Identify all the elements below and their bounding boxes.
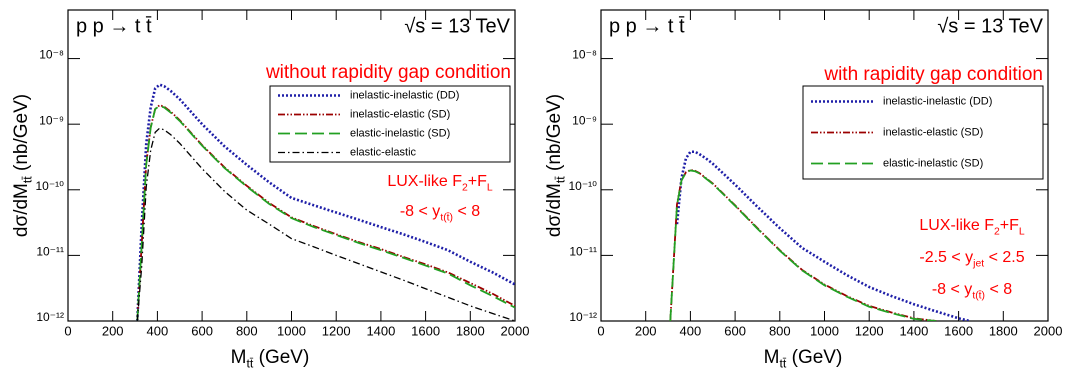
text-part: < 8	[453, 203, 480, 220]
series-line	[669, 169, 937, 321]
text-part: < 2.5	[984, 249, 1025, 266]
subscript: tt̄	[780, 357, 787, 371]
x-tick-label: 0	[597, 323, 604, 338]
x-tick-label: 1200	[322, 323, 351, 338]
x-axis-label: Mtt̄ (GeV)	[231, 347, 310, 371]
text-part: dσ/dM	[11, 183, 32, 237]
subscript: L	[487, 182, 493, 193]
panel: 10⁻¹² 10⁻¹¹ 10⁻¹⁰ 10⁻⁹ 10⁻⁸ 0 200 400 600 800 1000…	[544, 9, 1063, 371]
legend-label: inelastic-inelastic (DD)	[883, 95, 992, 107]
text-part: LUX-like F	[387, 173, 462, 190]
x-tick-label: 1600	[411, 323, 440, 338]
x-tick-label: 200	[635, 323, 657, 338]
legend-label: elastic-inelastic (SD)	[350, 127, 450, 139]
text-part: +F	[468, 173, 487, 190]
series-line	[135, 83, 515, 321]
y-tick-label: 10⁻¹²	[569, 310, 597, 324]
text-part: -8 < y	[400, 203, 440, 220]
x-tick-label: 1800	[989, 323, 1018, 338]
subscript: jet	[972, 258, 984, 269]
chart-subtitle: √s = 13 TeV	[404, 15, 510, 37]
plot-frame	[67, 9, 516, 322]
x-tick-label: 200	[102, 323, 124, 338]
x-tick-label: 400	[147, 323, 169, 338]
series-line	[669, 169, 937, 321]
legend-label: elastic-inelastic (SD)	[883, 157, 983, 169]
x-tick-label: 1000	[277, 323, 306, 338]
annotation: LUX-like F2+FL	[387, 173, 493, 193]
x-tick-label: 1200	[855, 323, 884, 338]
series-line	[675, 150, 971, 321]
annotation: with rapidity gap condition	[823, 64, 1043, 85]
subscript: tt̄	[247, 357, 254, 371]
x-tick-label: 400	[680, 323, 702, 338]
annotation: -8 < yt(t̄) < 8	[400, 203, 480, 223]
text-part: (GeV)	[786, 347, 842, 368]
text-part: -8 < y	[932, 281, 972, 298]
x-tick-label: 800	[769, 323, 791, 338]
annotation: without rapidity gap condition	[265, 62, 511, 83]
annotation: -2.5 < yjet < 2.5	[919, 249, 1024, 269]
x-tick-label: 0	[64, 323, 71, 338]
subscript: t(t̄)	[972, 289, 985, 301]
text-part: (GeV)	[253, 347, 309, 368]
subscript: t(t̄)	[440, 211, 453, 223]
x-tick-label: 2000	[501, 323, 530, 338]
text-part: (nb/GeV)	[11, 94, 32, 176]
text-part: M	[764, 347, 780, 368]
subscript: L	[1019, 226, 1025, 237]
legend-box	[269, 85, 511, 163]
x-axis-label: Mtt̄ (GeV)	[764, 347, 843, 371]
legend-label: inelastic-inelastic (DD)	[350, 89, 459, 101]
y-tick-label: 10⁻¹¹	[569, 245, 597, 259]
x-tick-label: 1400	[366, 323, 395, 338]
y-tick-label: 10⁻¹⁰	[36, 179, 65, 193]
annotation: -8 < yt(t̄) < 8	[932, 281, 1012, 301]
x-tick-label: 2000	[1034, 323, 1063, 338]
x-tick-label: 600	[724, 323, 746, 338]
chart-subtitle: √s = 13 TeV	[937, 15, 1043, 37]
x-tick-label: 1800	[456, 323, 485, 338]
x-tick-label: 600	[191, 323, 213, 338]
y-tick-label: 10⁻¹⁰	[569, 179, 598, 193]
text-part: with rapidity gap condition	[823, 64, 1043, 85]
x-tick-label: 800	[236, 323, 258, 338]
text-part: LUX-like F	[919, 217, 994, 234]
chart-title: p p → t t̄	[609, 15, 685, 37]
series-line	[136, 104, 515, 321]
text-part: -2.5 < y	[919, 249, 973, 266]
panel: 10⁻¹² 10⁻¹¹ 10⁻¹⁰ 10⁻⁹ 10⁻⁸ 0 200 400 600 800 1000…	[11, 9, 530, 371]
text-part: < 8	[985, 281, 1012, 298]
y-tick-label: 10⁻¹¹	[36, 245, 64, 259]
series-line	[136, 127, 515, 321]
text-part: without rapidity gap condition	[265, 62, 511, 83]
plot-frame	[600, 9, 1049, 322]
y-tick-label: 10⁻⁹	[572, 113, 597, 127]
y-axis-label: dσ/dMtt̄ (nb/GeV)	[544, 94, 568, 237]
text-part: M	[231, 347, 247, 368]
legend-label: inelastic-elastic (SD)	[883, 126, 983, 138]
subscript: 2	[462, 182, 468, 193]
subscript: tt̄	[21, 176, 35, 183]
chart-title: p p → t t̄	[76, 15, 152, 37]
y-tick-label: 10⁻⁹	[39, 113, 64, 127]
legend-label: elastic-elastic	[350, 146, 417, 158]
legend-label: inelastic-elastic (SD)	[350, 108, 450, 120]
subscript: 2	[994, 226, 1000, 237]
x-tick-label: 1400	[899, 323, 928, 338]
y-tick-label: 10⁻⁸	[572, 48, 597, 62]
y-tick-label: 10⁻¹²	[36, 310, 64, 324]
text-part: +F	[1000, 217, 1019, 234]
x-tick-label: 1600	[944, 323, 973, 338]
subscript: tt̄	[554, 176, 568, 183]
y-tick-label: 10⁻⁸	[39, 48, 64, 62]
annotation: LUX-like F2+FL	[919, 217, 1025, 237]
text-part: dσ/dM	[544, 183, 565, 237]
x-tick-label: 1000	[810, 323, 839, 338]
y-axis-label: dσ/dMtt̄ (nb/GeV)	[11, 94, 35, 237]
text-part: (nb/GeV)	[544, 94, 565, 176]
